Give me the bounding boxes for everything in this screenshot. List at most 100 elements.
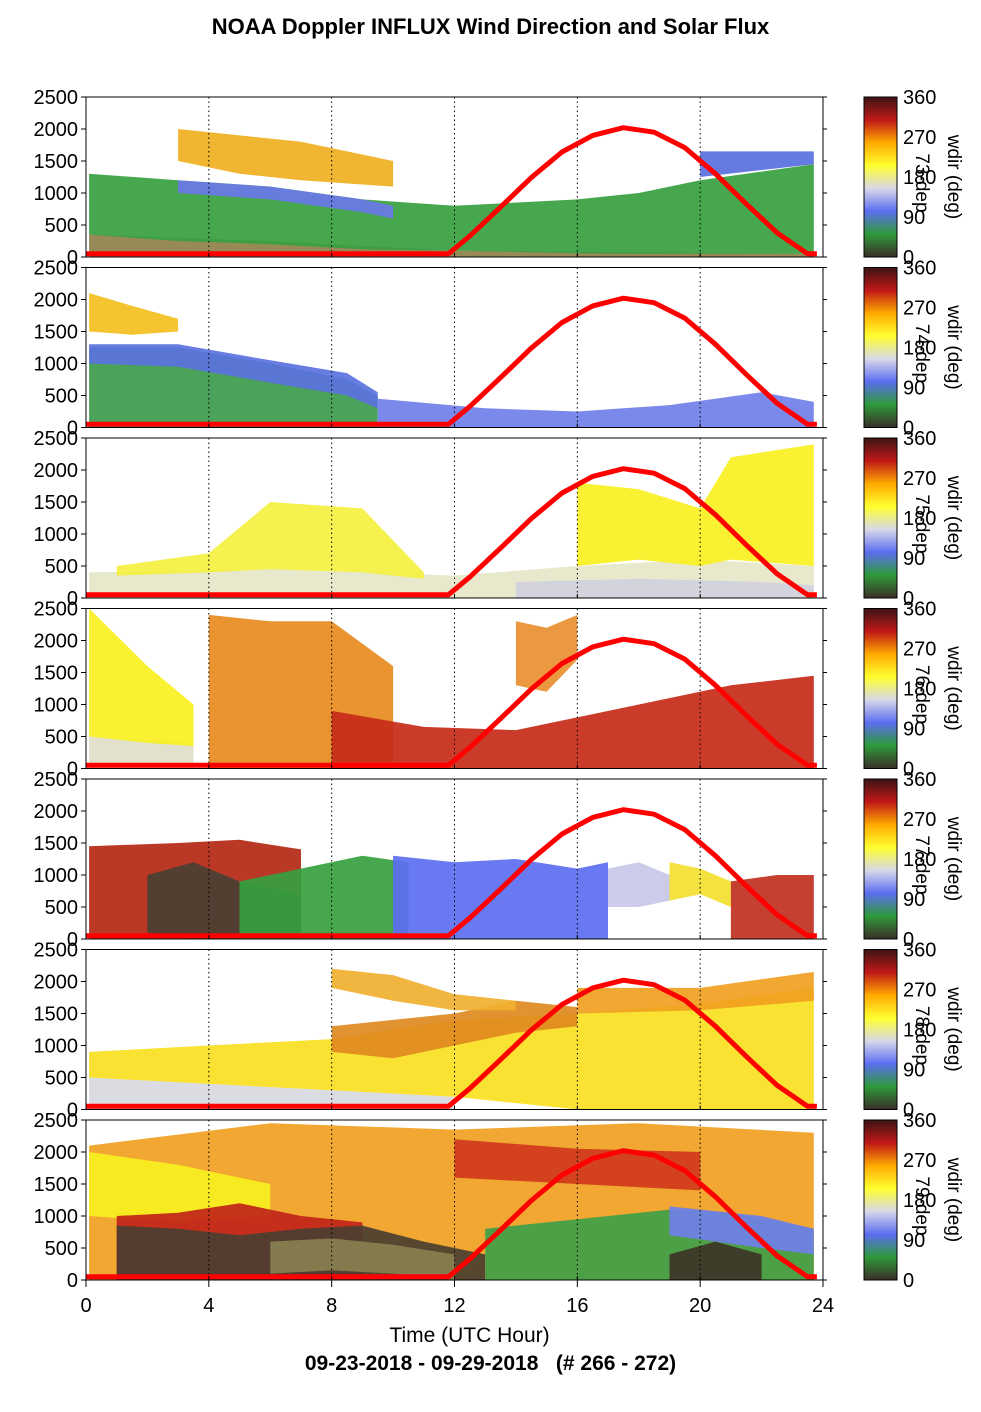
colorbar-tick-label: 360 <box>903 599 936 621</box>
colorbar-tick-label: 270 <box>903 298 936 320</box>
y-tick-label: 500 <box>45 386 78 408</box>
wind-layer-4 <box>331 675 814 769</box>
x-axis-label: Time (UTC Hour) <box>389 1324 549 1347</box>
y-tick-label: 2000 <box>34 801 79 823</box>
heatmap-layers <box>89 608 814 769</box>
heatmap-layers <box>89 293 814 428</box>
colorbar-tick-label: 90 <box>903 719 925 741</box>
day-label: 76-dep <box>911 665 932 724</box>
colorbar <box>863 267 898 428</box>
colorbar-tick-label: 90 <box>903 548 925 570</box>
colorbar-tick-label: 0 <box>903 759 914 781</box>
panel-6: 0 500 1000 1500 2000 2500 0 90 180 270 360 wdir (de… <box>34 940 965 1122</box>
panel-2: 0 500 1000 1500 2000 2500 0 90 180 270 360 wdir (de… <box>34 258 965 440</box>
date-range-footer: 09-23-2018 - 09-29-2018 (# 266 - 272) <box>304 1352 677 1375</box>
solar-flux-curve <box>86 636 817 768</box>
wind-layer-2 <box>116 502 424 579</box>
x-tick-label: 8 <box>326 1295 337 1317</box>
day-label: 78-dep <box>911 1006 932 1065</box>
wind-layer-3 <box>178 180 394 219</box>
x-tick-label: 0 <box>80 1295 91 1317</box>
colorbar-tick-label: 360 <box>903 1110 936 1132</box>
colorbar <box>863 96 898 258</box>
colorbar-tick-label: 0 <box>903 588 914 610</box>
y-tick-label: 0 <box>67 418 78 440</box>
colorbar-tick-label: 270 <box>903 468 936 490</box>
colorbar-tick-label: 0 <box>903 929 914 951</box>
x-tick-label: 16 <box>566 1295 588 1317</box>
panel-4: 0 500 1000 1500 2000 2500 0 90 180 270 360 wdir (de… <box>34 599 965 781</box>
colorbar-tick-label: 360 <box>903 428 936 450</box>
y-tick-label: 0 <box>67 247 78 269</box>
colorbar <box>863 949 898 1110</box>
colorbar <box>863 608 898 769</box>
panel-1: 0 500 1000 1500 2000 2500 0 90 180 270 360 wdir (de… <box>34 87 965 269</box>
y-tick-label: 2500 <box>34 258 79 280</box>
x-tick-label: 12 <box>443 1295 465 1317</box>
wind-layer-8 <box>669 1206 814 1255</box>
wind-layer-6 <box>270 1238 455 1280</box>
colorbar-tick-label: 90 <box>903 889 925 911</box>
wind-layer-4 <box>178 129 394 187</box>
y-tick-label: 500 <box>45 1238 78 1260</box>
y-tick-label: 1500 <box>34 1004 79 1026</box>
wind-layer-5 <box>700 151 814 177</box>
colorbar-tick-label: 180 <box>903 1190 936 1212</box>
y-tick-label: 1500 <box>34 663 79 685</box>
wind-layer-3 <box>577 444 814 566</box>
solar-flux-curve <box>86 807 817 939</box>
solar-flux-curve <box>86 125 817 257</box>
colorbar-tick-label: 90 <box>903 1230 925 1252</box>
wind-layer-3 <box>377 392 814 428</box>
y-tick-label: 2500 <box>34 769 79 791</box>
y-tick-label: 1500 <box>34 151 79 173</box>
colorbar-tick-label: 180 <box>903 338 936 360</box>
colorbar-tick-label: 90 <box>903 207 925 229</box>
y-tick-label: 500 <box>45 727 78 749</box>
day-label: 75-dep <box>911 494 932 553</box>
colorbar-tick-label: 180 <box>903 849 936 871</box>
colorbar-label: wdir (deg) <box>943 986 964 1071</box>
day-label: 79-dep <box>911 1176 932 1235</box>
wind-layer-3 <box>239 855 409 939</box>
colorbar-label: wdir (deg) <box>943 645 964 730</box>
day-label: 74-dep <box>911 324 932 383</box>
heatmap-layers <box>89 1123 814 1280</box>
y-tick-label: 2000 <box>34 119 79 141</box>
wind-layer-1 <box>89 347 378 428</box>
colorbar-tick-label: 90 <box>903 378 925 400</box>
colorbar-tick-label: 360 <box>903 87 936 109</box>
colorbar-tick-label: 360 <box>903 769 936 791</box>
y-tick-label: 0 <box>67 1100 78 1122</box>
colorbar-tick-label: 90 <box>903 1060 925 1082</box>
solar-flux-curve <box>86 977 817 1109</box>
heatmap-layers <box>89 839 814 939</box>
colorbar-tick-label: 270 <box>903 1150 936 1172</box>
y-tick-label: 2500 <box>34 428 79 450</box>
wind-layer-2 <box>89 1152 271 1223</box>
colorbar-tick-label: 0 <box>903 247 914 269</box>
solar-flux-curve <box>86 1148 817 1280</box>
wind-layer-4 <box>515 578 814 598</box>
panel-5: 0 500 1000 1500 2000 2500 0 90 180 270 360 wdir (de… <box>34 769 965 951</box>
colorbar-label: wdir (deg) <box>943 134 964 219</box>
y-tick-label: 0 <box>67 1270 78 1292</box>
page-title: NOAA Doppler INFLUX Wind Direction and S… <box>211 14 770 39</box>
colorbar-tick-label: 180 <box>903 167 936 189</box>
wind-layer-4 <box>331 968 516 1011</box>
wind-layer-1 <box>89 1077 455 1110</box>
day-label: 73-dep <box>911 153 932 212</box>
colorbar-label: wdir (deg) <box>943 816 964 901</box>
colorbar-tick-label: 180 <box>903 508 936 530</box>
y-tick-label: 1500 <box>34 833 79 855</box>
wind-layer-2 <box>89 987 814 1110</box>
colorbar <box>863 1119 898 1281</box>
y-tick-label: 2500 <box>34 599 79 621</box>
y-tick-label: 500 <box>45 556 78 578</box>
y-tick-label: 1500 <box>34 492 79 514</box>
y-tick-label: 500 <box>45 215 78 237</box>
wind-layer-2 <box>89 608 194 747</box>
colorbar-tick-label: 360 <box>903 940 936 962</box>
colorbar-label: wdir (deg) <box>943 475 964 560</box>
